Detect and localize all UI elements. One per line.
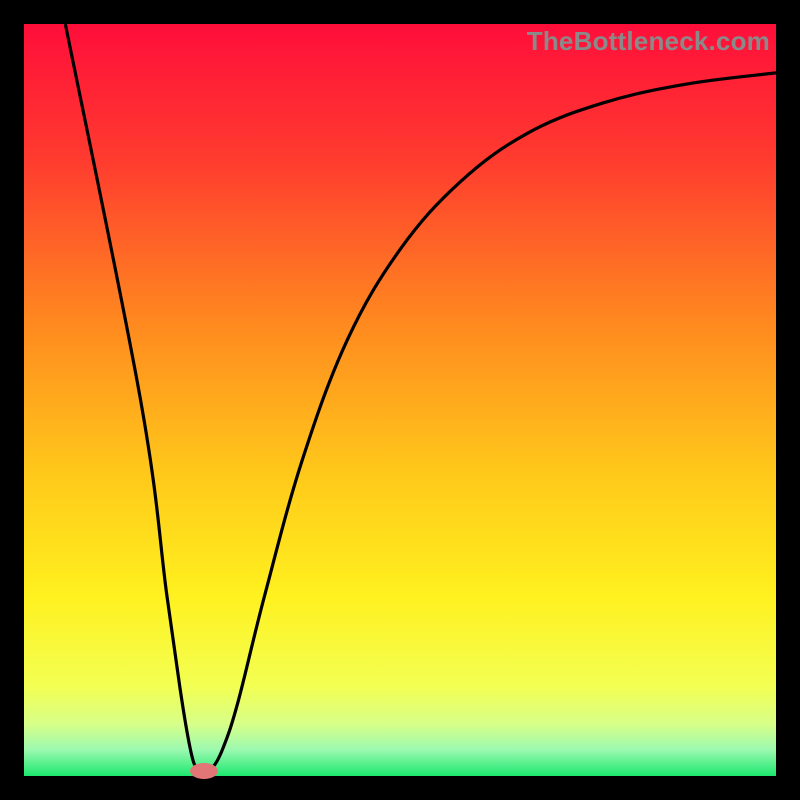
chart-root: TheBottleneck.com bbox=[0, 0, 800, 800]
bottleneck-curve bbox=[24, 24, 776, 776]
watermark-text: TheBottleneck.com bbox=[527, 26, 770, 57]
plot-area: TheBottleneck.com bbox=[24, 24, 776, 776]
curve-minimum-marker bbox=[190, 763, 218, 779]
